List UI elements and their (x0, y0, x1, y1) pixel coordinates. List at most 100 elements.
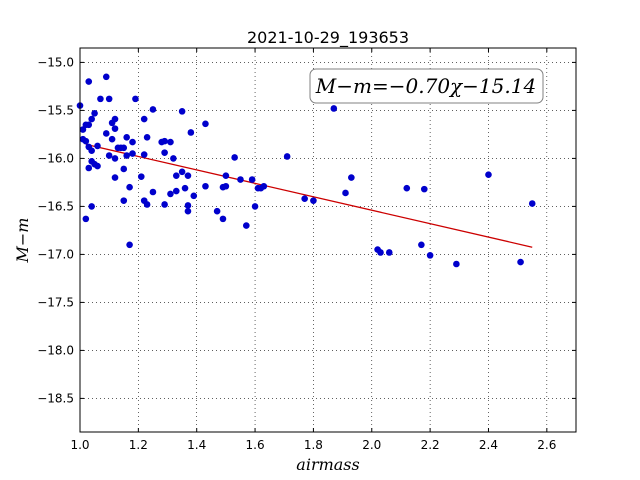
data-point (88, 147, 95, 155)
data-point (102, 73, 110, 81)
data-point (310, 197, 317, 204)
data-point (348, 174, 355, 181)
y-tick-label: −15.0 (37, 55, 74, 69)
x-tick-label: 1.2 (129, 438, 148, 452)
data-point (126, 183, 133, 191)
data-point (377, 249, 384, 256)
data-point (82, 215, 90, 223)
data-point (94, 162, 101, 170)
data-point (111, 174, 119, 181)
data-point (82, 137, 90, 145)
data-point (202, 182, 209, 190)
data-point (167, 190, 174, 198)
data-point (181, 184, 189, 192)
data-point (149, 106, 157, 113)
data-point (219, 215, 227, 223)
fit-equation: M−m=−0.70χ−15.14 (315, 74, 536, 98)
data-point (178, 108, 186, 115)
data-point (97, 95, 104, 103)
data-point (172, 172, 180, 179)
data-point (243, 222, 250, 229)
data-point (161, 149, 168, 156)
equation-box-frame (309, 68, 544, 104)
y-tick-label: −17.5 (37, 295, 74, 309)
data-point (453, 260, 460, 268)
y-tick-label: −18.0 (37, 343, 74, 357)
x-tick-label: 2.0 (362, 438, 381, 452)
y-tick-label: −16.0 (37, 151, 74, 165)
data-point (184, 207, 192, 215)
data-point (251, 203, 259, 210)
data-point (120, 197, 128, 204)
y-tick-label: −16.5 (37, 199, 74, 213)
data-point (222, 182, 230, 190)
data-point (149, 188, 157, 196)
data-point (330, 105, 338, 112)
data-point (137, 173, 145, 180)
data-point (85, 164, 93, 172)
data-point (418, 241, 425, 249)
data-point (420, 185, 428, 193)
data-point (105, 152, 113, 159)
x-tick-label: 1.6 (246, 438, 265, 452)
chart-title: 2021-10-29_193653 (247, 28, 409, 48)
data-point (231, 154, 238, 161)
data-point (184, 172, 192, 179)
data-point (248, 176, 256, 183)
data-point (143, 133, 151, 141)
data-point (222, 172, 230, 179)
equation-box: M−m=−0.70χ−15.14 (309, 68, 544, 104)
grid-lines (80, 48, 576, 432)
data-point (260, 182, 268, 190)
data-point (140, 115, 148, 123)
y-tick-label: −15.5 (37, 103, 74, 117)
data-point (213, 207, 221, 215)
data-point (237, 176, 244, 183)
data-point (120, 144, 128, 152)
data-point (172, 187, 180, 195)
data-point (85, 121, 93, 129)
data-point (105, 95, 113, 103)
data-point (517, 258, 524, 266)
x-tick-label: 1.8 (304, 438, 323, 452)
data-point (140, 151, 148, 158)
plot-frame (79, 47, 577, 433)
data-point (184, 202, 192, 209)
data-point (85, 78, 93, 85)
data-point (88, 203, 95, 210)
data-point (111, 125, 119, 132)
data-point (485, 171, 492, 179)
x-tick-label: 1.0 (70, 438, 89, 452)
data-point (170, 155, 177, 162)
data-point (111, 155, 119, 162)
x-tick-label: 2.4 (479, 438, 498, 452)
x-tick-label: 2.2 (421, 438, 440, 452)
data-point (161, 201, 168, 208)
fit-line-layer (85, 143, 533, 248)
fit-line (85, 143, 533, 248)
data-point (426, 252, 434, 259)
data-point (167, 138, 174, 146)
data-point (126, 241, 133, 249)
x-tick-label: 1.4 (187, 438, 206, 452)
data-point (129, 138, 136, 146)
data-point (528, 200, 536, 207)
data-point (187, 129, 195, 136)
y-axis-label: M−m (13, 218, 32, 264)
y-tick-label: −18.5 (37, 391, 74, 405)
data-point (178, 168, 186, 176)
data-point (161, 137, 168, 145)
y-tick-label: −17.0 (37, 247, 74, 261)
data-point (342, 189, 349, 197)
y-axis-ticks: −15.0 −15.5 −16.0 −16.5 −17.0 −17.5 −18.0 −18.5 (37, 55, 576, 405)
data-point (88, 115, 95, 123)
data-point (108, 135, 116, 143)
data-point (132, 95, 139, 103)
data-point (143, 201, 151, 208)
data-point (283, 153, 291, 160)
data-point (385, 249, 393, 256)
data-point (79, 126, 87, 133)
data-point (91, 109, 98, 117)
data-point (190, 192, 198, 200)
